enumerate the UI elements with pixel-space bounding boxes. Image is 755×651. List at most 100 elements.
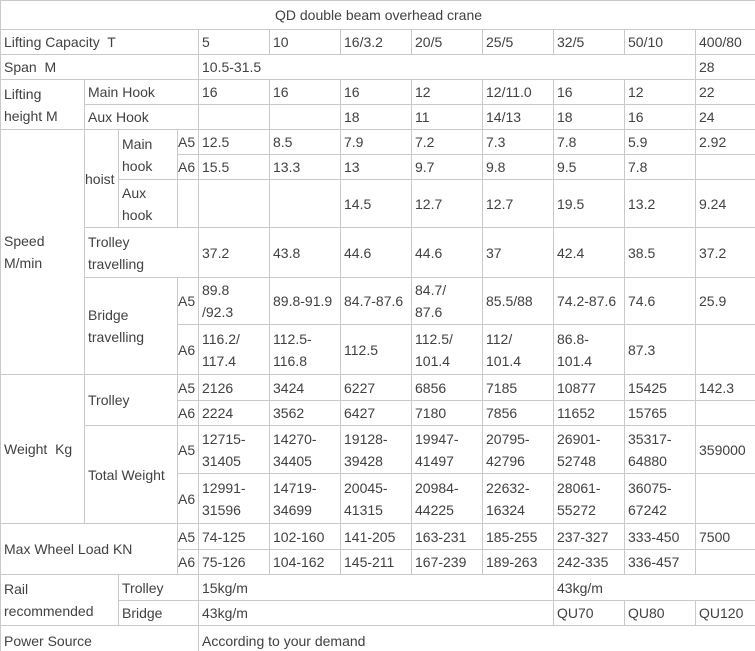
row-label-lifting-height: Lifting height M — [0, 79, 85, 130]
table-cell: 75-126 — [198, 549, 270, 575]
grade-label: A6 — [177, 154, 199, 180]
row-label-aux-hook: Aux Hook — [84, 104, 199, 130]
grade-label: A5 — [177, 277, 199, 325]
title-row: QD double beam overhead crane — [0, 0, 755, 30]
table-cell: QU80 — [624, 600, 696, 626]
rail-bridge-row: Bridge 43kg/m QU70 QU80 QU120 — [1, 600, 755, 626]
table-cell: 13 — [340, 154, 412, 180]
table-cell: 104-162 — [269, 549, 341, 575]
table-cell: 112.5/ 101.4 — [411, 324, 483, 375]
grade-label: A5 — [177, 374, 199, 401]
table-cell: 14.5 — [340, 179, 412, 228]
grade-label: A5 — [177, 523, 199, 550]
table-cell: 6856 — [411, 374, 483, 401]
table-cell: 12.7 — [411, 179, 483, 228]
table-cell: 10 — [269, 29, 341, 55]
table-cell: 112.5- 116.8 — [269, 324, 341, 375]
table-cell: 10.5-31.5 — [198, 54, 696, 80]
table-cell: 185-255 — [482, 523, 554, 550]
table-cell: 9.5 — [553, 154, 625, 180]
table-cell: 36075- 67242 — [624, 473, 696, 524]
table-cell: 3562 — [269, 400, 341, 426]
table-cell: 11 — [411, 104, 483, 130]
row-label-bridge-travelling: Bridge travelling — [84, 277, 178, 375]
table-cell: 42.4 — [553, 227, 625, 278]
table-cell: 359000 — [694, 425, 755, 474]
table-cell — [694, 473, 755, 524]
table-cell: 116.2/ 117.4 — [198, 324, 270, 375]
table-cell: 333-450 — [624, 523, 696, 550]
table-cell: 26901- 52748 — [553, 425, 625, 474]
table-cell: 13.3 — [269, 154, 341, 180]
table-cell: 89.8-91.9 — [269, 277, 341, 325]
table-cell: 9.24 — [694, 179, 755, 228]
table-cell: 19.5 — [553, 179, 625, 228]
table-cell: 22632- 16324 — [482, 473, 554, 524]
table-cell: 2.92 — [694, 129, 755, 155]
row-label-lifting-capacity: Lifting Capacity T — [0, 29, 199, 55]
table-cell: 7856 — [482, 400, 554, 426]
table-cell: 74-125 — [198, 523, 270, 550]
table-cell: 14/13 — [482, 104, 554, 130]
table-cell: 14719- 34699 — [269, 473, 341, 524]
table-cell: 85.5/88 — [482, 277, 554, 325]
table-cell: 167-239 — [411, 549, 483, 575]
row-label-hoist: hoist — [84, 129, 119, 228]
table-cell: 12 — [624, 79, 696, 105]
table-cell: 16 — [198, 79, 270, 105]
table-cell: 2126 — [198, 374, 270, 401]
table-title: QD double beam overhead crane — [0, 0, 755, 30]
weight-total-a5-row: Total Weight A5 12715- 31405 14270- 34405 19… — [1, 425, 755, 524]
table-cell: 35317- 64880 — [624, 425, 696, 474]
grade-label: A6 — [177, 400, 199, 426]
table-cell: 18 — [340, 104, 412, 130]
speed-hoist-aux-row: Aux hook 14.5 12.7 12.7 19.5 13.2 9.24 — [1, 179, 755, 228]
rail-trolley-row: Rail recommended Trolley 15kg/m 43kg/m — [0, 574, 755, 626]
row-label-hoist-aux-hook: Aux hook — [118, 179, 178, 228]
span-row: Span M 10.5-31.5 28 — [0, 54, 755, 80]
table-cell: 7.8 — [624, 154, 696, 180]
row-label-hoist-main-hook: Main hook — [118, 129, 178, 180]
table-cell: 5 — [198, 29, 270, 55]
table-cell: 7.3 — [482, 129, 554, 155]
table-cell: 9.8 — [482, 154, 554, 180]
grade-label: A6 — [177, 473, 199, 524]
weight-trolley-a5-row: Weight Kg Trolley A5 2126 3424 6227 6856 7185 10… — [0, 374, 755, 524]
table-cell: 20/5 — [411, 29, 483, 55]
table-cell — [694, 400, 755, 426]
row-label-speed: Speed M/min — [0, 129, 85, 375]
table-cell: 50/10 — [624, 29, 696, 55]
table-cell: 37.2 — [694, 227, 755, 278]
table-cell: 20795- 42796 — [482, 425, 554, 474]
table-cell: 84.7/ 87.6 — [411, 277, 483, 325]
table-cell: 18 — [553, 104, 625, 130]
table-cell: 2224 — [198, 400, 270, 426]
table-cell: 7180 — [411, 400, 483, 426]
lifting-height-aux-hook-row: Aux Hook 18 11 14/13 18 16 24 — [1, 104, 755, 130]
table-cell — [269, 104, 341, 130]
table-cell: 44.6 — [411, 227, 483, 278]
table-cell: 43kg/m — [552, 574, 755, 601]
table-cell: QU120 — [694, 600, 755, 626]
table-cell — [694, 324, 755, 375]
table-cell: 3424 — [269, 374, 341, 401]
grade-label: A5 — [177, 425, 199, 474]
row-label-weight: Weight Kg — [0, 374, 85, 524]
table-cell: 87.3 — [624, 324, 696, 375]
table-cell: 8.5 — [269, 129, 341, 155]
table-cell: 74.6 — [624, 277, 696, 325]
table-cell: 28061- 55272 — [553, 473, 625, 524]
table-cell: 12.5 — [198, 129, 270, 155]
speed-trolley-travelling-row: Trolley travelling 37.2 43.8 44.6 44.6 37 42.4… — [1, 227, 755, 278]
table-cell: 6227 — [340, 374, 412, 401]
table-cell: 16 — [624, 104, 696, 130]
table-cell: 336-457 — [624, 549, 696, 575]
table-cell: 7.9 — [340, 129, 412, 155]
table-cell: 163-231 — [411, 523, 483, 550]
table-cell: 141-205 — [340, 523, 412, 550]
table-cell: 10877 — [553, 374, 625, 401]
max-wheel-load-a5-row: Max Wheel Load KN A5 74-125 102-160 141-205 1… — [0, 523, 755, 575]
table-cell: QU70 — [553, 600, 625, 626]
table-cell: 112.5 — [340, 324, 412, 375]
